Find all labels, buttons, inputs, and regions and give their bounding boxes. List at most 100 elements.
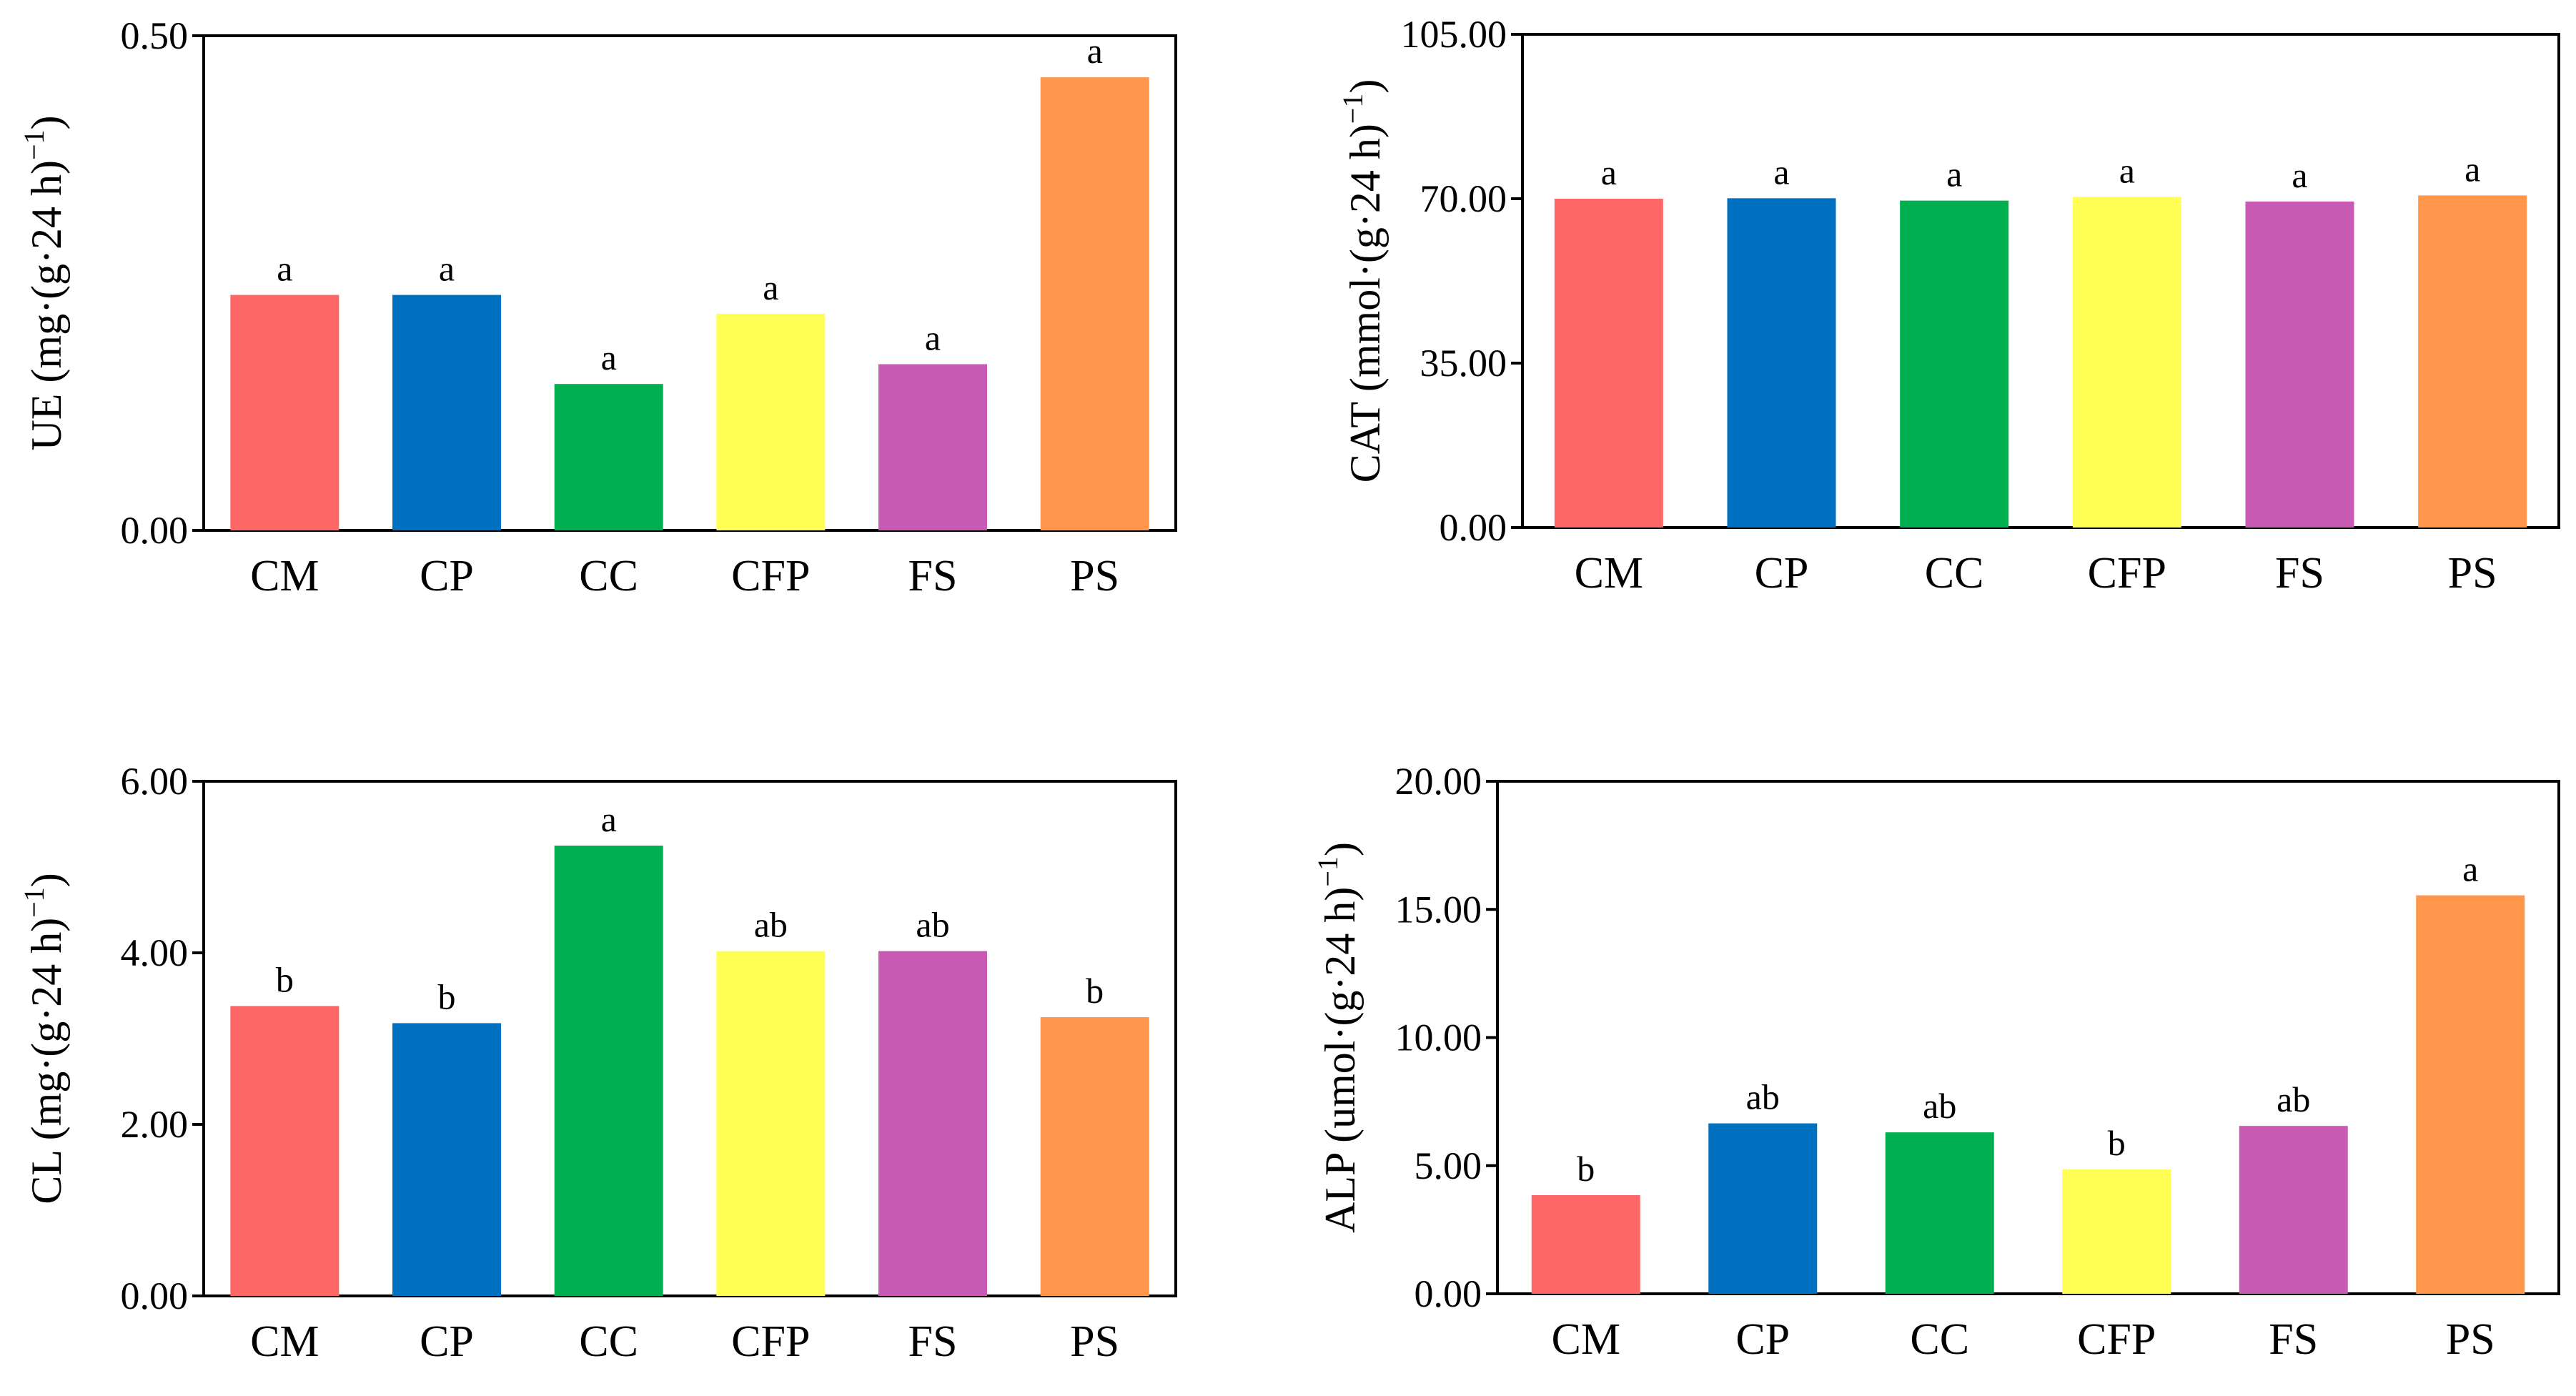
y-tick-label: 0.00: [1415, 1272, 1482, 1315]
significance-label: a: [1087, 31, 1103, 71]
x-tick-label: CC: [1910, 1315, 1969, 1364]
significance-label: ab: [1746, 1077, 1780, 1117]
x-tick-label: CP: [1735, 1315, 1790, 1364]
significance-label: a: [2464, 149, 2480, 189]
bar-cfp: [716, 951, 826, 1296]
significance-label: ab: [2277, 1079, 2310, 1119]
bar-cc: [554, 384, 663, 530]
bar-cc: [1900, 200, 2009, 528]
x-tick-label: CM: [1552, 1315, 1620, 1364]
significance-label: b: [276, 959, 294, 999]
bar-cp: [392, 294, 501, 530]
bar-cc: [554, 846, 663, 1296]
x-tick-label: FS: [908, 552, 958, 600]
bar-ps: [1040, 77, 1149, 531]
y-tick-label: 0.00: [121, 509, 189, 552]
x-tick-label: CC: [579, 1317, 638, 1366]
bar-cfp: [2072, 197, 2181, 528]
x-tick-label: CC: [1925, 549, 1984, 598]
bar-cfp: [716, 313, 826, 530]
y-tick-label: 2.00: [121, 1103, 189, 1146]
significance-label: a: [439, 249, 455, 289]
plot-frame: [202, 780, 1177, 1297]
y-tick-label: 4.00: [121, 931, 189, 974]
bar-ps: [2418, 195, 2527, 528]
y-axis-title: CAT (mmol·(g·24 h)−1): [1337, 79, 1389, 483]
y-tick-label: 70.00: [1420, 177, 1507, 220]
x-tick-label: CP: [420, 552, 474, 600]
significance-label: b: [2108, 1123, 2126, 1163]
x-tick-label: PS: [2446, 1315, 2495, 1364]
significance-label: a: [2292, 155, 2307, 195]
x-tick-label: CM: [250, 1317, 319, 1366]
bar-cm: [230, 294, 340, 530]
bar-cp: [1727, 198, 1836, 528]
significance-label: ab: [754, 905, 788, 945]
bar-ps: [1040, 1017, 1149, 1296]
significance-label: b: [438, 976, 456, 1016]
x-tick-label: CFP: [2088, 549, 2166, 598]
significance-label: a: [763, 267, 778, 307]
bar-fs: [878, 951, 987, 1296]
bar-cm: [1554, 199, 1663, 528]
bar-cfp: [2062, 1169, 2171, 1294]
bar-cm: [230, 1006, 340, 1296]
significance-label: a: [2462, 849, 2478, 889]
x-tick-label: CFP: [2077, 1315, 2156, 1364]
y-tick-label: 105.00: [1401, 13, 1507, 56]
plot-frame: [1496, 780, 2560, 1295]
x-tick-label: PS: [2448, 549, 2497, 598]
significance-label: a: [277, 249, 292, 289]
x-tick-label: CP: [1755, 549, 1809, 598]
significance-label: a: [1601, 152, 1617, 192]
bar-fs: [2239, 1126, 2348, 1294]
significance-label: a: [2119, 150, 2135, 190]
bar-fs: [878, 364, 987, 530]
significance-label: a: [925, 317, 941, 357]
x-tick-label: FS: [2269, 1315, 2318, 1364]
significance-label: a: [601, 337, 617, 377]
x-tick-label: CM: [250, 552, 319, 600]
chart-cl: 0.00 2.00 4.00 6.00 b CM b CP a CC ab CFP ab FS b PS CL …: [18, 760, 1177, 1366]
y-tick-label: 35.00: [1420, 342, 1507, 385]
x-tick-label: PS: [1070, 552, 1119, 600]
chart-alp: 0.00 5.00 10.00 15.00 20.00 b CM ab CP ab CC b CFP ab…: [1312, 760, 2560, 1364]
significance-label: a: [1946, 154, 1962, 194]
y-tick-label: 20.00: [1395, 760, 1482, 803]
y-axis-title: ALP (umol·(g·24 h)−1): [1312, 842, 1364, 1233]
x-tick-label: CC: [579, 552, 638, 600]
bar-cc: [1885, 1132, 1994, 1294]
bar-cm: [1531, 1194, 1640, 1294]
bar-fs: [2245, 201, 2354, 528]
significance-label: ab: [916, 905, 949, 945]
bar-cp: [392, 1023, 501, 1296]
significance-label: ab: [1923, 1086, 1956, 1126]
y-tick-label: 5.00: [1415, 1144, 1482, 1187]
significance-label: a: [1773, 152, 1789, 192]
x-tick-label: CFP: [731, 1317, 810, 1366]
y-tick-label: 10.00: [1395, 1016, 1482, 1059]
significance-label: b: [1577, 1149, 1595, 1189]
significance-label: a: [601, 799, 617, 839]
bar-ps: [2416, 895, 2525, 1294]
y-axis-title: CL (mg·(g·24 h)−1): [18, 873, 70, 1204]
y-tick-label: 0.00: [121, 1274, 189, 1317]
chart-ue: 0.00 0.50 a CM a CP a CC a CFP a FS a PS UE (mg·(g·24 …: [18, 14, 1177, 600]
x-tick-label: CM: [1575, 549, 1643, 598]
x-tick-label: FS: [2275, 549, 2324, 598]
bar-cp: [1708, 1123, 1818, 1294]
y-axis-title: UE (mg·(g·24 h)−1): [18, 115, 70, 450]
x-tick-label: CFP: [731, 552, 810, 600]
x-tick-label: FS: [908, 1317, 958, 1366]
chart-cat: 0.00 35.00 70.00 105.00 a CM a CP a CC a CFP a FS a PS C…: [1337, 13, 2560, 598]
plot-frame: [202, 34, 1177, 532]
significance-label: b: [1086, 971, 1104, 1011]
y-tick-label: 0.00: [1440, 506, 1507, 549]
plot-frame: [1521, 33, 2560, 529]
y-tick-label: 15.00: [1395, 888, 1482, 931]
x-tick-label: CP: [420, 1317, 474, 1366]
x-tick-label: PS: [1070, 1317, 1119, 1366]
y-tick-label: 6.00: [121, 760, 189, 803]
y-tick-label: 0.50: [121, 14, 189, 57]
